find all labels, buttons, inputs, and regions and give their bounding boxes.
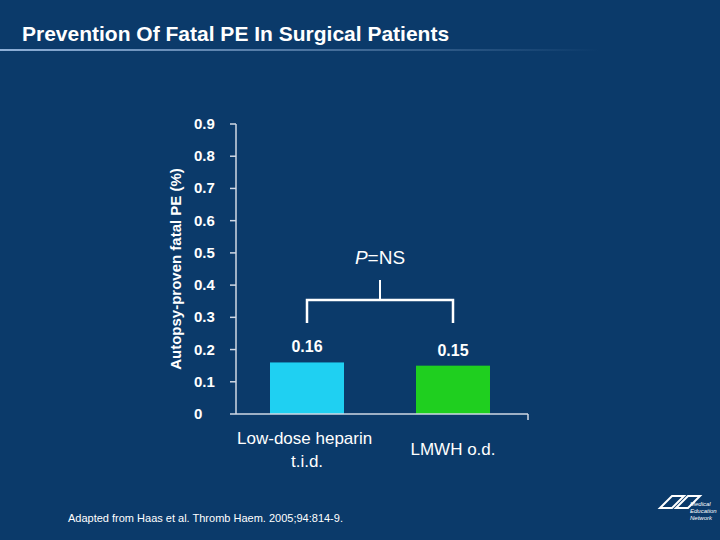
logo-text-line: Education bbox=[690, 508, 718, 514]
y-tick-label: 0.9 bbox=[194, 115, 215, 132]
y-tick-label: 0.1 bbox=[194, 373, 215, 390]
logo-text: Medical Education Network bbox=[690, 501, 718, 521]
y-tick bbox=[230, 349, 236, 351]
significance-bracket bbox=[307, 300, 453, 323]
y-tick-label: 0.5 bbox=[194, 244, 215, 261]
y-tick-label: 0.4 bbox=[194, 276, 216, 293]
y-tick-label: 0 bbox=[194, 405, 202, 422]
data-label: 0.16 bbox=[291, 338, 322, 355]
background bbox=[0, 0, 720, 540]
bar bbox=[270, 362, 344, 414]
data-label: 0.15 bbox=[437, 342, 468, 359]
y-tick bbox=[230, 220, 236, 222]
y-tick bbox=[230, 381, 236, 383]
category-label-line: t.i.d. bbox=[291, 452, 323, 471]
y-axis-line bbox=[235, 124, 237, 414]
y-tick bbox=[230, 413, 236, 415]
x-axis-end-tick bbox=[527, 414, 529, 420]
annotation-italic: P bbox=[355, 247, 368, 268]
category-label: LMWH o.d. bbox=[410, 440, 495, 459]
significance-stem bbox=[379, 280, 381, 300]
logo: Medical Education Network bbox=[660, 496, 718, 521]
x-axis-line bbox=[236, 413, 528, 415]
logo-text-line: Network bbox=[690, 515, 713, 521]
y-tick bbox=[230, 252, 236, 254]
chart-root: Prevention Of Fatal PE In Surgical Patie… bbox=[0, 0, 720, 540]
category-label-line: Low-dose heparin bbox=[237, 429, 377, 448]
title-underline bbox=[0, 49, 600, 51]
logo-text-line: Medical bbox=[690, 501, 712, 507]
y-tick-label: 0.3 bbox=[194, 308, 215, 325]
title: Prevention Of Fatal PE In Surgical Patie… bbox=[22, 22, 449, 45]
annotation: P=NS bbox=[355, 247, 405, 268]
y-axis-label: Autopsy-proven fatal PE (%) bbox=[167, 168, 184, 370]
y-tick-label: 0.8 bbox=[194, 147, 215, 164]
annotation-rest: =NS bbox=[368, 247, 406, 268]
y-tick bbox=[230, 123, 236, 125]
y-tick-label: 0.7 bbox=[194, 179, 215, 196]
y-tick-label: 0.6 bbox=[194, 212, 215, 229]
y-tick bbox=[230, 188, 236, 190]
y-tick bbox=[230, 317, 236, 319]
y-tick bbox=[230, 155, 236, 157]
category-label: Low-dose heparin t.i.d. bbox=[237, 429, 377, 471]
y-tick bbox=[230, 284, 236, 286]
bar bbox=[416, 366, 490, 414]
y-tick-label: 0.2 bbox=[194, 341, 215, 358]
source: Adapted from Haas et al. Thromb Haem. 20… bbox=[68, 512, 343, 524]
